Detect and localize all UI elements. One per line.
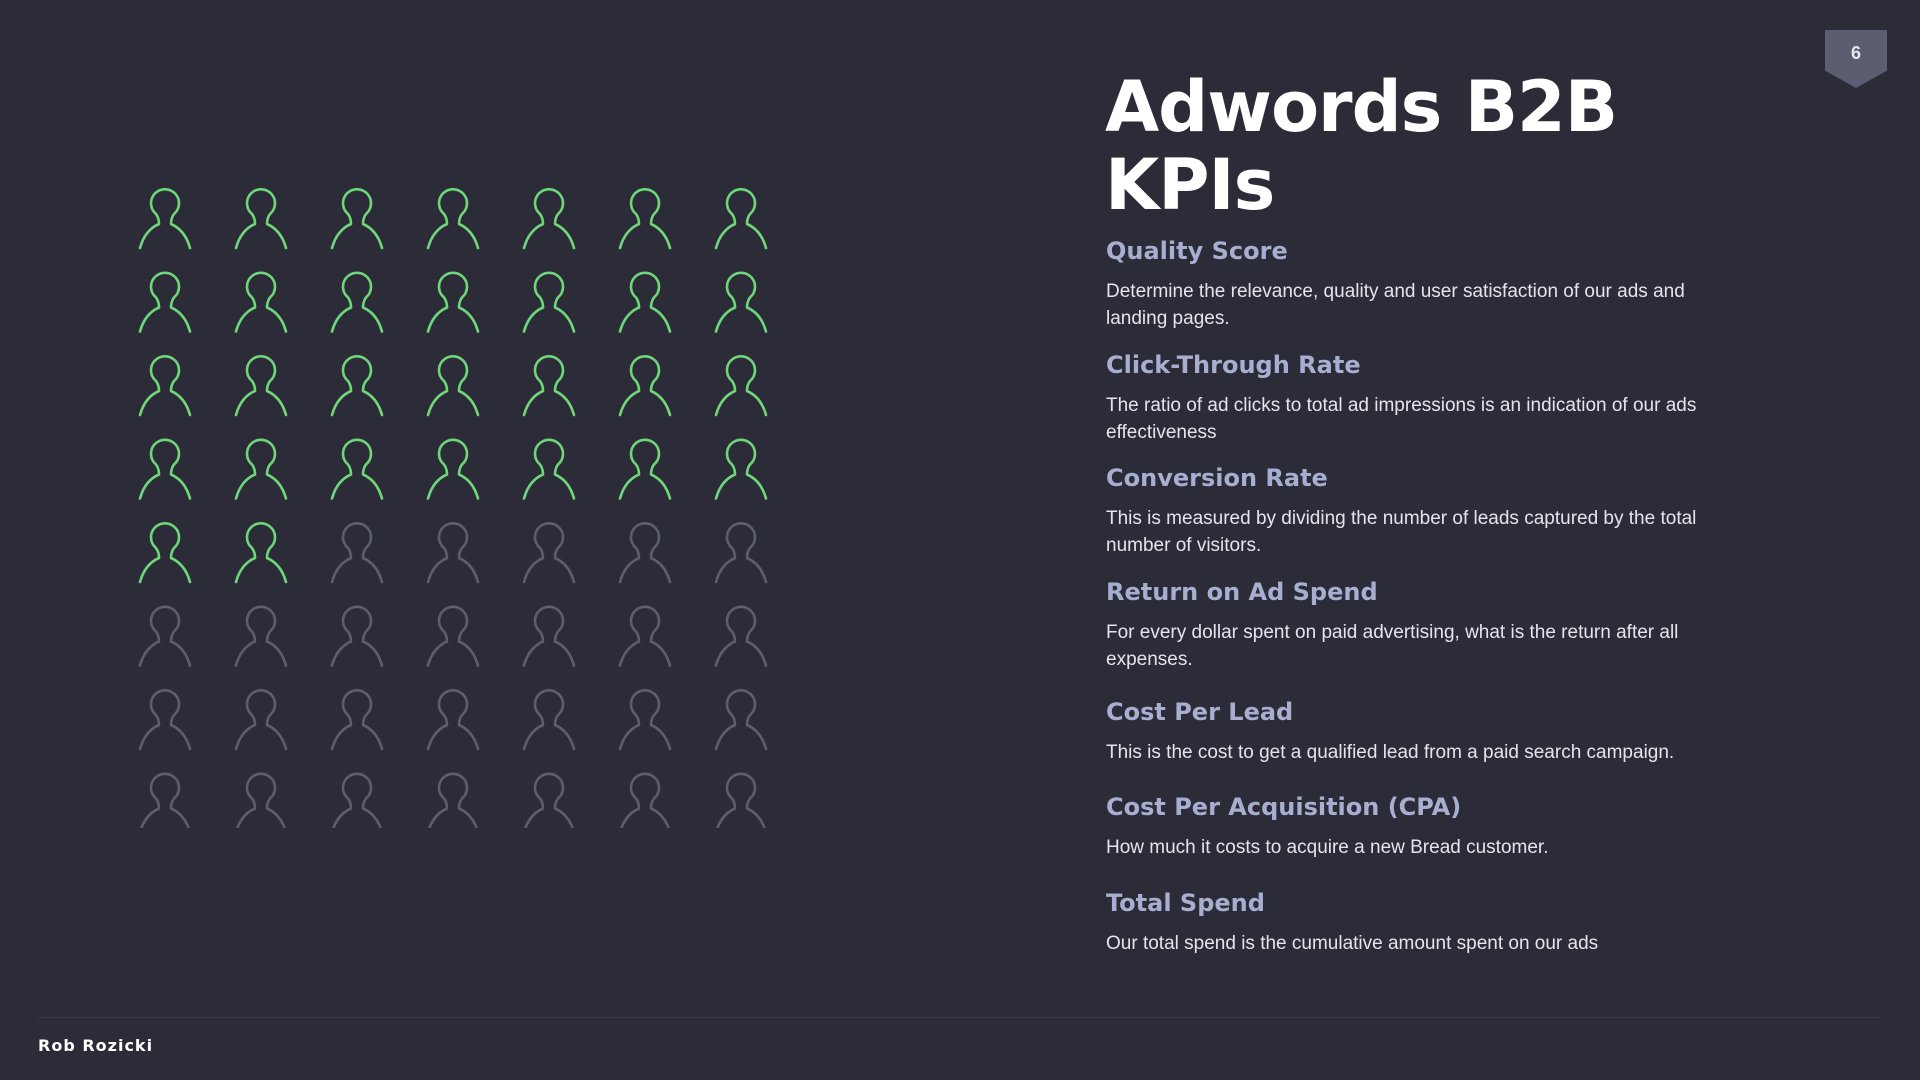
kpi-title: Quality Score — [1106, 237, 1288, 265]
person-icon-muted — [330, 688, 384, 751]
kpi-description: How much it costs to acquire a new Bread… — [1106, 837, 1549, 858]
person-icon-muted — [330, 521, 384, 584]
people-grid-svg — [138, 188, 768, 828]
kpi-click-through-rate: Click-Through Rate The ratio of ad click… — [1106, 350, 1726, 446]
page-number: 6 — [1850, 43, 1861, 63]
person-icon-highlighted — [138, 438, 192, 500]
footer-divider — [38, 1017, 1880, 1018]
person-icon-highlighted — [234, 438, 288, 500]
person-icon-highlighted — [618, 354, 672, 417]
kpi-cost-per-lead: Cost Per Lead This is the cost to get a … — [1106, 697, 1726, 766]
person-icon-muted — [714, 688, 768, 751]
person-icon-highlighted — [234, 271, 288, 333]
person-icon-highlighted — [138, 188, 192, 250]
person-icon-highlighted — [330, 438, 384, 500]
kpi-description: This is the cost to get a qualified lead… — [1106, 742, 1675, 763]
person-icon-highlighted — [138, 521, 192, 584]
person-icon-highlighted — [234, 188, 288, 250]
page-title: Adwords B2B KPIs — [1105, 66, 1618, 226]
person-icon-highlighted — [522, 188, 576, 250]
person-icon-highlighted — [618, 438, 672, 500]
kpi-title: Cost Per Acquisition (CPA) — [1106, 793, 1462, 821]
person-icon-highlighted — [426, 188, 480, 250]
person-icon-highlighted — [234, 354, 288, 417]
kpi-return-on-ad-spend: Return on Ad Spend For every dollar spen… — [1106, 577, 1726, 673]
person-icon-highlighted — [714, 271, 768, 333]
person-icon-highlighted — [522, 438, 576, 500]
people-icon-grid — [136, 188, 786, 828]
person-icon-highlighted — [522, 271, 576, 333]
person-icon-highlighted — [426, 438, 480, 500]
person-icon-muted — [618, 521, 672, 584]
kpi-description: The ratio of ad clicks to total ad impre… — [1106, 395, 1697, 443]
person-icon-muted — [714, 521, 768, 584]
kpi-quality-score: Quality Score Determine the relevance, q… — [1106, 236, 1726, 332]
footer-author: Rob Rozicki — [38, 1036, 154, 1055]
person-icon-muted — [716, 772, 766, 828]
kpi-title: Return on Ad Spend — [1106, 578, 1378, 606]
kpi-conversion-rate: Conversion Rate This is measured by divi… — [1106, 463, 1726, 559]
person-icon-muted — [234, 605, 288, 667]
person-icon-muted — [620, 772, 670, 828]
kpi-title: Cost Per Lead — [1106, 698, 1294, 726]
person-icon-muted — [618, 688, 672, 751]
person-icon-highlighted — [138, 354, 192, 417]
person-icon-highlighted — [618, 188, 672, 250]
kpi-total-spend: Total Spend Our total spend is the cumul… — [1106, 888, 1726, 957]
person-icon-muted — [140, 772, 190, 828]
kpi-description: Determine the relevance, quality and use… — [1106, 281, 1685, 329]
kpi-title: Total Spend — [1106, 889, 1265, 917]
kpi-title: Conversion Rate — [1106, 464, 1328, 492]
kpi-description: This is measured by dividing the number … — [1106, 508, 1697, 556]
person-icon-muted — [138, 688, 192, 751]
person-icon-highlighted — [330, 271, 384, 333]
person-icon-muted — [332, 772, 382, 828]
person-icon-highlighted — [330, 188, 384, 250]
page-number-badge: 6 — [1825, 30, 1887, 88]
person-icon-muted — [618, 605, 672, 667]
kpi-description: Our total spend is the cumulative amount… — [1106, 933, 1599, 954]
person-icon-muted — [522, 688, 576, 751]
person-icon-muted — [428, 772, 478, 828]
person-icon-highlighted — [714, 188, 768, 250]
kpi-description: For every dollar spent on paid advertisi… — [1106, 622, 1679, 670]
person-icon-highlighted — [138, 271, 192, 333]
person-icon-muted — [330, 605, 384, 667]
person-icon-highlighted — [234, 521, 288, 584]
person-icon-muted — [426, 688, 480, 751]
kpi-cost-per-acquisition: Cost Per Acquisition (CPA) How much it c… — [1106, 792, 1726, 861]
person-icon-muted — [426, 521, 480, 584]
person-icon-highlighted — [714, 354, 768, 417]
person-icon-highlighted — [522, 354, 576, 417]
person-icon-highlighted — [714, 438, 768, 500]
person-icon-highlighted — [618, 271, 672, 333]
person-icon-muted — [138, 605, 192, 667]
person-icon-highlighted — [426, 271, 480, 333]
person-icon-highlighted — [426, 354, 480, 417]
person-icon-muted — [522, 605, 576, 667]
person-icon-muted — [236, 772, 286, 828]
person-icon-muted — [524, 772, 574, 828]
kpi-title: Click-Through Rate — [1106, 351, 1361, 379]
person-icon-muted — [234, 688, 288, 751]
person-icon-highlighted — [330, 354, 384, 417]
person-icon-muted — [522, 521, 576, 584]
person-icon-muted — [426, 605, 480, 667]
person-icon-muted — [714, 605, 768, 667]
